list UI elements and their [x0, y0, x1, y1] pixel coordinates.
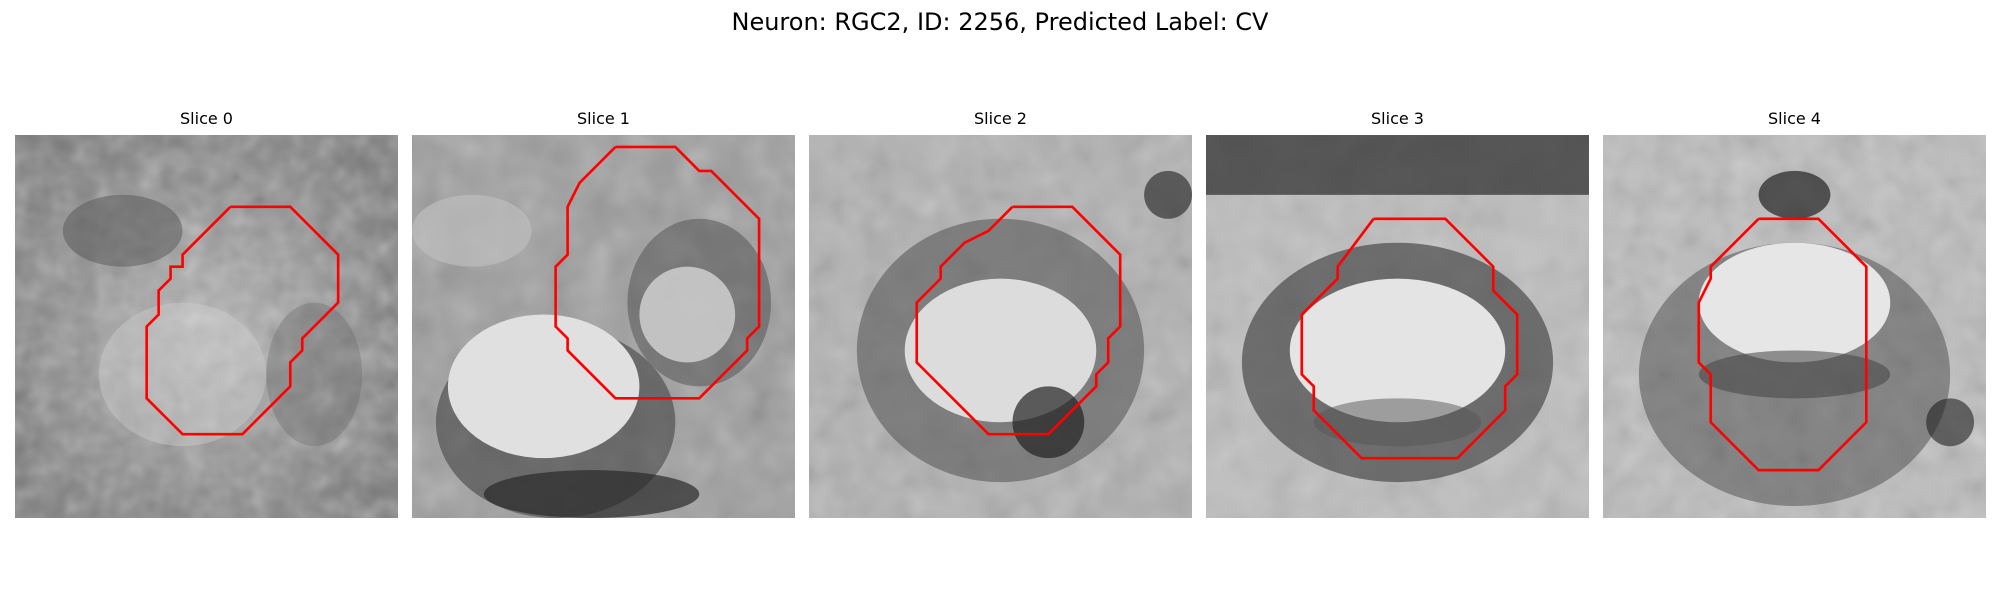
slice-title: Slice 2	[974, 109, 1027, 128]
dark-band	[1698, 350, 1891, 399]
contour-outline	[554, 145, 761, 400]
bright-patch	[412, 194, 532, 267]
dark-patch	[1313, 398, 1482, 447]
bright-cell	[1289, 278, 1506, 423]
dark-patch	[1926, 398, 1975, 447]
dark-band	[1206, 135, 1589, 195]
slice-panel-2: Slice 2	[809, 106, 1192, 518]
slice-panel-0: Slice 0	[15, 106, 398, 518]
slice-title: Slice 1	[577, 109, 630, 128]
dark-patch	[266, 302, 363, 447]
dark-patch	[1144, 170, 1192, 219]
dark-patch	[1012, 386, 1085, 459]
contour-outline	[1697, 217, 1868, 472]
contour-outline	[915, 205, 1122, 436]
contour-outline	[1300, 217, 1519, 460]
dark-patch	[483, 470, 700, 518]
bright-cell	[1698, 242, 1891, 363]
slice-image	[1603, 135, 1986, 518]
contour-outline	[145, 205, 340, 436]
slice-title: Slice 4	[1768, 109, 1821, 128]
slice-panel-1: Slice 1	[412, 106, 795, 518]
slice-panel-4: Slice 4	[1603, 106, 1986, 518]
dark-patch	[1758, 170, 1831, 219]
slice-image	[15, 135, 398, 518]
slice-image	[412, 135, 795, 518]
slice-title: Slice 3	[1371, 109, 1424, 128]
bright-cell	[447, 314, 640, 459]
slice-image	[1206, 135, 1589, 518]
noise-overlay	[15, 135, 398, 518]
dark-patch	[62, 194, 183, 267]
slice-title: Slice 0	[180, 109, 233, 128]
slice-panel-3: Slice 3	[1206, 106, 1589, 518]
slice-image	[809, 135, 1192, 518]
bright-patch	[98, 302, 267, 447]
figure-title: Neuron: RGC2, ID: 2256, Predicted Label:…	[731, 8, 1269, 36]
bright-patch	[639, 266, 736, 363]
